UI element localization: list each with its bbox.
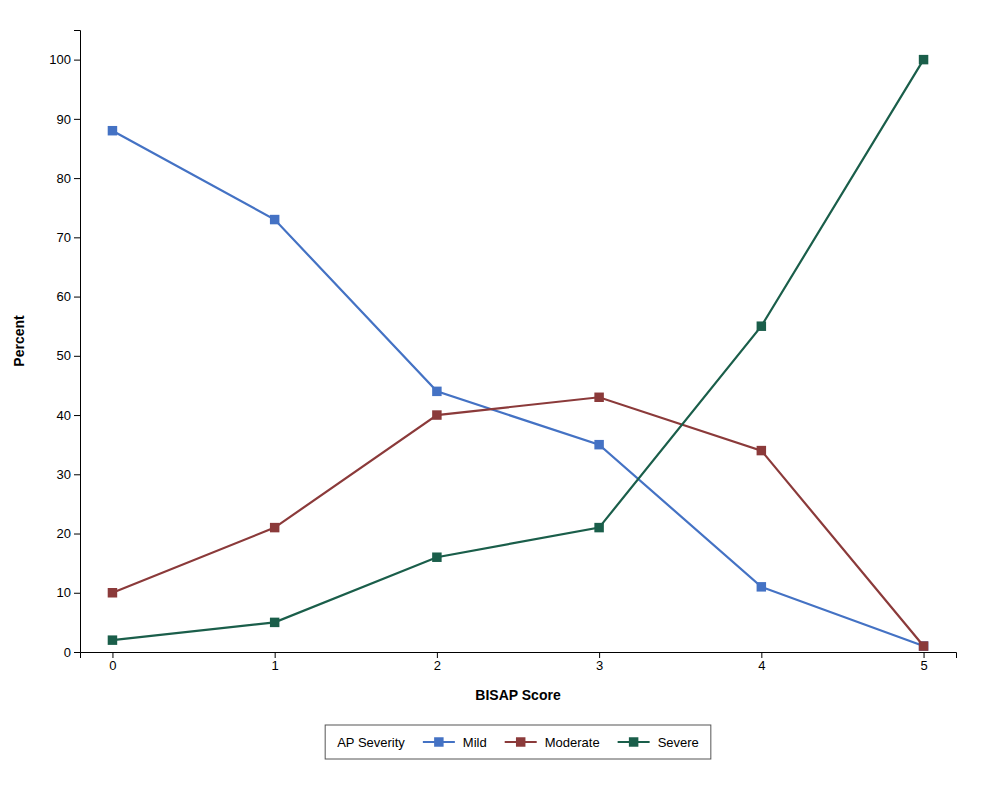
x-axis: 0 1 2 3 4 5 (81, 652, 957, 673)
tick-mark (112, 652, 113, 658)
tick-label: 50 (57, 348, 71, 363)
legend-marker (516, 737, 525, 746)
tick-label: 70 (57, 230, 71, 245)
tick-mark (275, 652, 276, 658)
tick-mark (761, 652, 762, 658)
tick-mark (74, 356, 80, 357)
tick-label: 0 (64, 645, 71, 660)
marker (270, 618, 279, 627)
tick: 60 (57, 289, 80, 304)
tick: 3 (596, 652, 603, 673)
tick-label: 30 (57, 467, 71, 482)
marker (270, 215, 279, 224)
tick-mark (924, 652, 925, 658)
legend-label: Moderate (545, 735, 600, 750)
x-axis-label: BISAP Score (475, 687, 561, 703)
tick-label: 1 (272, 658, 279, 673)
marker (108, 635, 117, 644)
tick: 4 (758, 652, 765, 673)
tick: 40 (57, 408, 80, 423)
line (112, 60, 923, 641)
legend-item: Moderate (505, 735, 600, 750)
marker (432, 387, 441, 396)
tick-mark (74, 652, 80, 653)
plot: 0123450102030405060708090100 (49, 31, 956, 674)
legend-marker (629, 737, 638, 746)
y-axis-label: Percent (11, 315, 27, 367)
tick-label: 40 (57, 408, 71, 423)
marker (757, 321, 766, 330)
tick-label: 80 (57, 171, 71, 186)
tick: 30 (57, 467, 80, 482)
tick-mark (74, 534, 80, 535)
tick: 10 (57, 585, 80, 600)
tick-label: 0 (109, 658, 116, 673)
tick-mark (74, 474, 80, 475)
marker (432, 410, 441, 419)
legend-label: Mild (463, 735, 487, 750)
tick: 90 (57, 112, 80, 127)
legend-frame (325, 725, 711, 759)
marker (594, 523, 603, 532)
chart: 0123450102030405060708090100BISAP ScoreP… (0, 0, 986, 802)
tick-mark (74, 237, 80, 238)
tick: 50 (57, 348, 80, 363)
marker (108, 126, 117, 135)
tick-mark (599, 652, 600, 658)
tick: 5 (920, 652, 927, 673)
axis-line (74, 31, 81, 653)
line (112, 131, 923, 646)
tick-label: 60 (57, 289, 71, 304)
marker (919, 55, 928, 64)
tick-mark (74, 593, 80, 594)
marker (757, 446, 766, 455)
tick-label: 100 (49, 52, 71, 67)
tick-mark (74, 60, 80, 61)
marker (270, 523, 279, 532)
line (112, 397, 923, 646)
marks (108, 55, 929, 651)
tick: 0 (109, 652, 116, 673)
tick-mark (74, 415, 80, 416)
tick-label: 20 (57, 526, 71, 541)
tick: 0 (64, 645, 80, 660)
tick-mark (437, 652, 438, 658)
tick: 20 (57, 526, 80, 541)
tick-label: 3 (596, 658, 603, 673)
tick: 100 (49, 52, 80, 67)
legend-item: Severe (618, 735, 699, 750)
tick: 80 (57, 171, 80, 186)
tick: 1 (272, 652, 279, 673)
y-axis: 0 10 20 30 40 50 60 70 80 90 100 (49, 31, 80, 660)
tick-label: 10 (57, 585, 71, 600)
marker (757, 582, 766, 591)
legend-item: Mild (423, 735, 487, 750)
legend-marker (434, 737, 443, 746)
tick-label: 5 (920, 658, 927, 673)
axis-line (81, 653, 957, 659)
marker (432, 552, 441, 561)
tick-label: 90 (57, 112, 71, 127)
tick: 2 (434, 652, 441, 673)
tick-label: 2 (434, 658, 441, 673)
legend: AP Severity Mild Moderate Severe (325, 725, 711, 759)
marker (919, 641, 928, 650)
marker (594, 393, 603, 402)
legend-title: AP Severity (337, 735, 405, 750)
tick-mark (74, 178, 80, 179)
marker (594, 440, 603, 449)
tick-mark (74, 119, 80, 120)
tick: 70 (57, 230, 80, 245)
tick-label: 4 (758, 658, 765, 673)
tick-mark (74, 297, 80, 298)
legend-label: Severe (658, 735, 699, 750)
marker (108, 588, 117, 597)
marker (919, 641, 928, 650)
